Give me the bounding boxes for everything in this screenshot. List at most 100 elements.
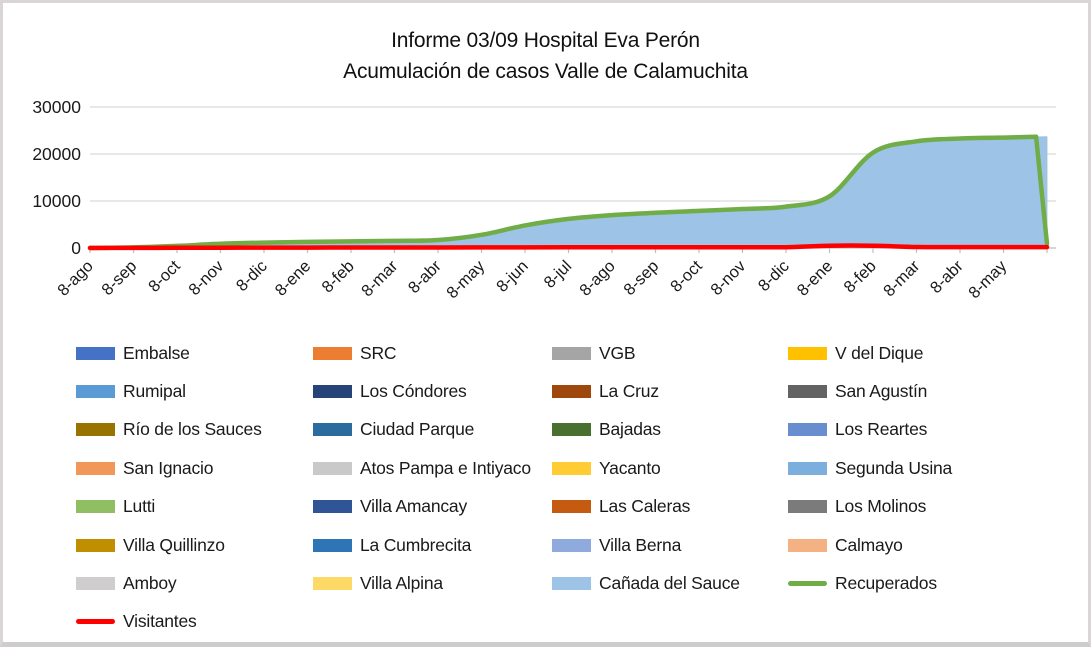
legend-item-los-cóndores: Los Cóndores xyxy=(313,381,552,402)
legend-label: Villa Amancay xyxy=(360,496,467,517)
legend-item-calmayo: Calmayo xyxy=(788,535,952,556)
legend-label: VGB xyxy=(599,342,636,363)
x-axis-label: 8-sep xyxy=(620,257,662,299)
x-axis-label: 8-mar xyxy=(358,257,402,301)
legend-item-v-del-dique: V del Dique xyxy=(788,343,952,364)
legend-item-amboy: Amboy xyxy=(76,573,313,594)
y-axis-label: 10000 xyxy=(32,191,81,211)
chart-title: Informe 03/09 Hospital Eva Perón Acumula… xyxy=(3,25,1088,87)
legend-item-segunda-usina: Segunda Usina xyxy=(788,458,952,479)
legend-item-río-de-los-sauces: Río de los Sauces xyxy=(76,419,313,440)
legend-label: San Ignacio xyxy=(123,457,214,478)
legend-swatch xyxy=(76,423,115,437)
legend-swatch xyxy=(788,346,827,360)
legend-item-ciudad-parque: Ciudad Parque xyxy=(313,419,552,440)
x-axis-label: 8-dic xyxy=(233,257,271,295)
legend-item-embalse: Embalse xyxy=(76,343,313,364)
legend-item-villa-berna: Villa Berna xyxy=(552,535,788,556)
legend-swatch xyxy=(313,500,352,514)
legend-label: Las Caleras xyxy=(599,496,691,517)
legend-label: La Cruz xyxy=(599,381,659,402)
x-axis-label: 8-nov xyxy=(185,257,227,299)
x-axis-label: 8-ene xyxy=(272,257,315,300)
legend-swatch xyxy=(552,538,591,552)
legend-label: Lutti xyxy=(123,496,156,517)
legend-label: Yacanto xyxy=(599,457,661,478)
x-axis-label: 8-mar xyxy=(880,257,924,301)
legend-label: Los Reartes xyxy=(835,419,928,440)
legend-label: Villa Alpina xyxy=(360,573,443,594)
x-axis-label: 8-nov xyxy=(707,257,749,299)
legend-item-las-caleras: Las Caleras xyxy=(552,496,788,517)
x-axis-label: 8-sep xyxy=(98,257,140,299)
legend-swatch xyxy=(552,500,591,514)
line-recuperados xyxy=(87,134,1050,251)
legend-swatch xyxy=(313,461,352,475)
legend-item-src: SRC xyxy=(313,343,552,364)
legend-label: Río de los Sauces xyxy=(123,419,262,440)
legend-label: La Cumbrecita xyxy=(360,534,472,555)
legend-item-los-reartes: Los Reartes xyxy=(788,419,952,440)
legend-item-san-agustín: San Agustín xyxy=(788,381,952,402)
legend-item-atos-pampa-e-intiyaco: Atos Pampa e Intiyaco xyxy=(313,458,552,479)
legend-swatch xyxy=(788,538,827,552)
chart-title-line2: Acumulación de casos Valle de Calamuchit… xyxy=(343,60,748,83)
area-cañada-del-sauce xyxy=(89,136,1048,249)
legend-swatch xyxy=(788,461,827,475)
legend-swatch xyxy=(76,577,115,591)
legend-item-villa-quillinzo: Villa Quillinzo xyxy=(76,535,313,556)
chart-legend: Embalse SRC VGB V del Dique Rumipal Los Cóndo… xyxy=(76,334,952,641)
x-axis-label: 8-may xyxy=(965,257,1011,303)
x-axis-label: 8-ene xyxy=(794,257,837,300)
x-axis-label: 8-feb xyxy=(319,257,358,296)
legend-label: Calmayo xyxy=(835,534,903,555)
legend-label: Bajadas xyxy=(599,419,661,440)
legend-label: Amboy xyxy=(123,573,177,594)
x-axis-label: 8-jul xyxy=(541,257,576,292)
legend-item-visitantes: Visitantes xyxy=(76,611,313,632)
x-axis-label: 8-feb xyxy=(841,257,880,296)
legend-swatch xyxy=(552,577,591,591)
legend-item-cañada-del-sauce: Cañada del Sauce xyxy=(552,573,788,594)
legend-label: Embalse xyxy=(123,342,190,363)
legend-item-villa-amancay: Villa Amancay xyxy=(313,496,552,517)
y-axis-label: 30000 xyxy=(32,97,81,117)
legend-swatch xyxy=(76,538,115,552)
legend-swatch xyxy=(552,461,591,475)
legend-label: Villa Berna xyxy=(599,534,682,555)
legend-swatch xyxy=(313,577,352,591)
legend-swatch xyxy=(313,385,352,399)
line-visitantes xyxy=(87,243,1050,251)
legend-swatch xyxy=(313,346,352,360)
legend-label: Villa Quillinzo xyxy=(123,534,225,555)
legend-item-rumipal: Rumipal xyxy=(76,381,313,402)
legend-swatch xyxy=(313,423,352,437)
x-axis-label: 8-may xyxy=(443,257,489,303)
legend-label: Cañada del Sauce xyxy=(599,573,740,594)
legend-label: Segunda Usina xyxy=(835,457,953,478)
legend-item-villa-alpina: Villa Alpina xyxy=(313,573,552,594)
x-axis-label: 8-ago xyxy=(54,257,97,300)
legend-label: Recuperados xyxy=(835,573,937,594)
legend-swatch xyxy=(76,619,115,625)
legend-swatch xyxy=(76,461,115,475)
legend-label: Los Cóndores xyxy=(360,381,467,402)
legend-swatch xyxy=(552,423,591,437)
legend-swatch xyxy=(76,385,115,399)
legend-label: Atos Pampa e Intiyaco xyxy=(360,457,531,478)
legend-swatch xyxy=(788,500,827,514)
legend-item-la-cruz: La Cruz xyxy=(552,381,788,402)
legend-swatch xyxy=(76,500,115,514)
legend-swatch xyxy=(76,346,115,360)
legend-label: Visitantes xyxy=(123,611,197,632)
legend-swatch xyxy=(788,581,827,587)
legend-label: Ciudad Parque xyxy=(360,419,475,440)
x-axis-label: 8-abr xyxy=(405,257,445,297)
legend-item-lutti: Lutti xyxy=(76,496,313,517)
legend-item-bajadas: Bajadas xyxy=(552,419,788,440)
legend-swatch xyxy=(788,385,827,399)
x-axis-label: 8-abr xyxy=(927,257,967,297)
legend-label: Los Molinos xyxy=(835,496,927,517)
